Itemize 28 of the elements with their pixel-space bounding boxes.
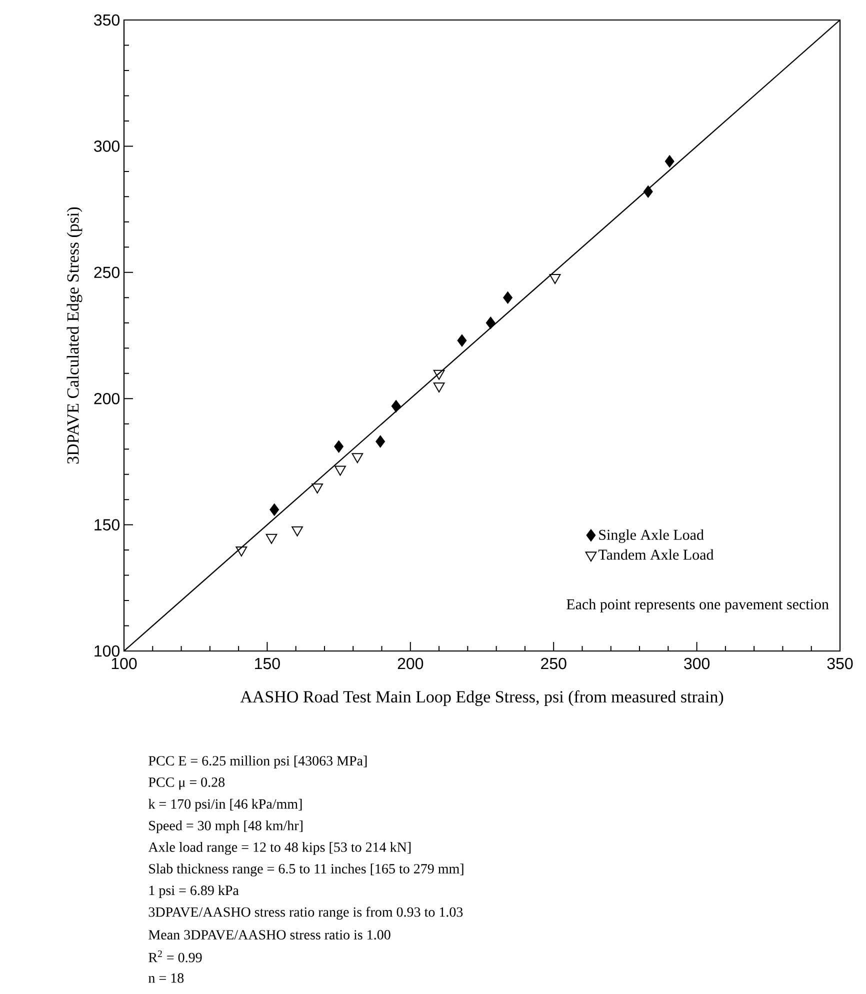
text: k = 170 psi/in [46 kPa/mm]	[148, 798, 302, 812]
x-tick-label: 100	[112, 658, 137, 670]
text: R$^{2}$ = 0.99	[148, 950, 202, 962]
y-tick-label: 350	[94, 14, 120, 26]
y-tick-label: 250	[94, 266, 120, 278]
y-tick-label: 200	[94, 392, 120, 404]
text: Axle load range = 12 to 48 kips [53 to 214 kN]	[148, 842, 411, 855]
y-axis-title: 3DPAVE Calculated Edge Stress (psi)	[66, 207, 82, 464]
annotation: Each point represents one pavement section	[566, 598, 829, 612]
x-tick-label: 200	[398, 658, 424, 670]
y-tick-label: 150	[94, 519, 120, 530]
text: 3DPAVE/AASHO stress ratio range is from 0.93 to 1.03	[148, 906, 463, 920]
text: Speed = 30 mph [48 km/hr]	[149, 820, 302, 834]
x-axis-title: AASHO Road Test Main Loop Edge Stress, psi (from measured strain)	[240, 690, 724, 706]
text: 1 psi = 6.89 kPa	[149, 885, 239, 898]
text: Mean 3DPAVE/AASHO stress ratio is 1.00	[148, 930, 390, 940]
text: Slab thickness range = 6.5 to 11 inches [165 to 279 mm]	[149, 864, 464, 876]
x-tick-label: 300	[684, 658, 710, 670]
text: PCC E = 6.25 million psi [43063 MPa]	[148, 756, 367, 768]
y-tick-label: 300	[94, 140, 120, 152]
legend-label: Single Axle Load	[599, 529, 704, 543]
x-tick-label: 350	[827, 658, 853, 670]
x-tick-label: 250	[541, 658, 566, 670]
text: PCC μ = 0.28	[148, 777, 225, 790]
y-tick-label: 100	[94, 645, 120, 657]
legend-label: Tandem Axle Load	[598, 549, 714, 560]
x-tick-label: 150	[255, 658, 280, 670]
text: n = 18	[148, 973, 184, 983]
